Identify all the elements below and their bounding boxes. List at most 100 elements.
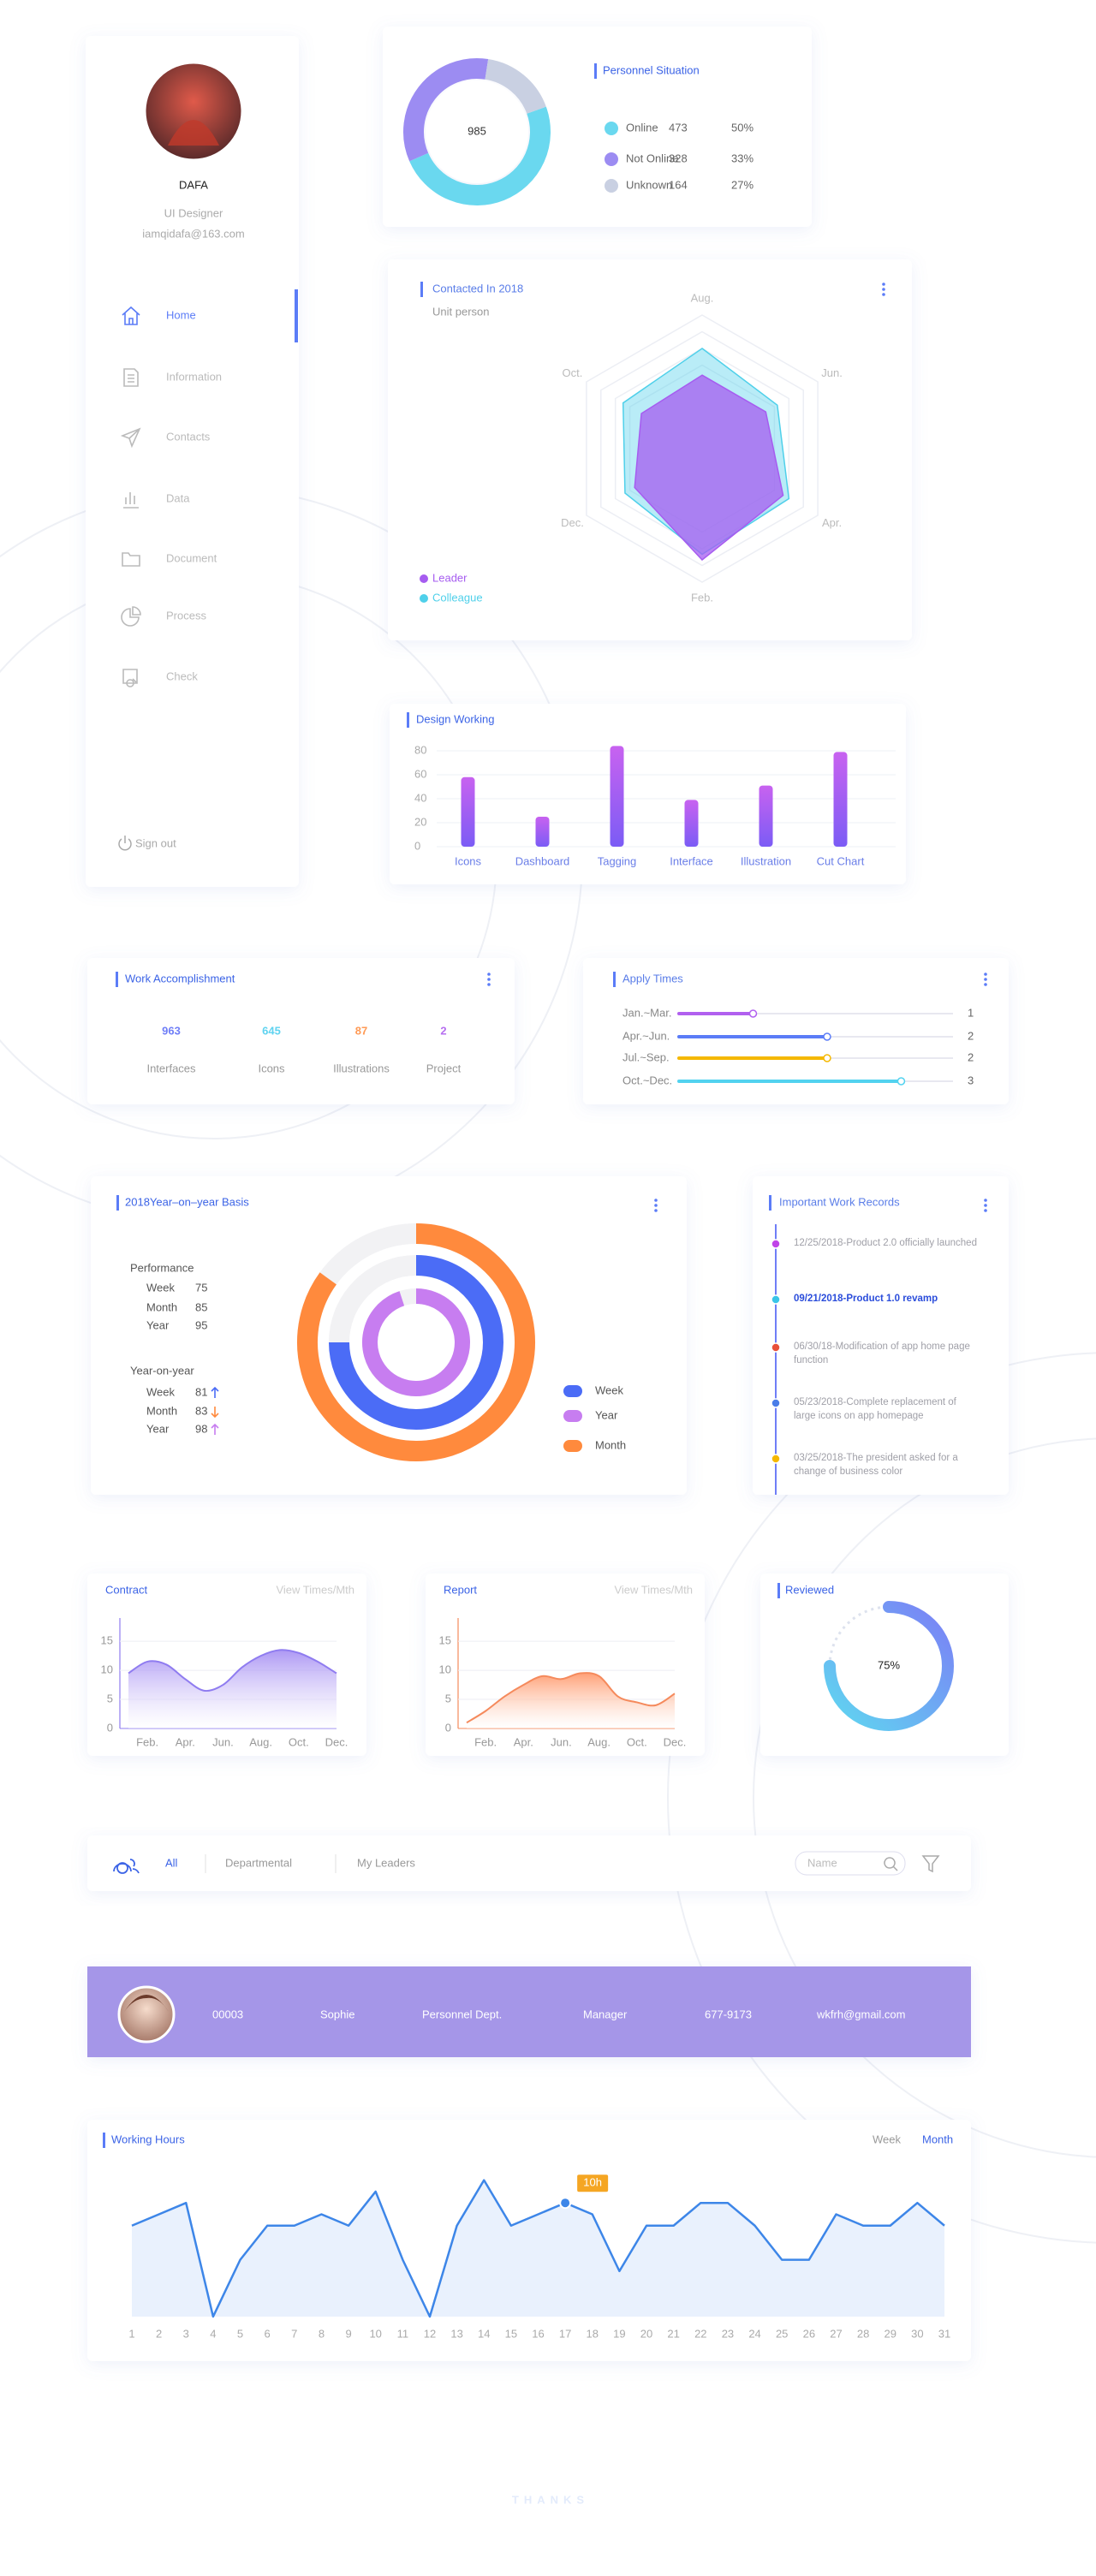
timeline-dot: [771, 1294, 781, 1305]
radar-ring: [600, 330, 804, 567]
person-row[interactable]: [87, 1966, 971, 2057]
more-menu[interactable]: [984, 1199, 987, 1212]
filter-tab[interactable]: Departmental: [225, 1856, 292, 1869]
record-text: 05/23/2018-Complete replacement of large…: [794, 1397, 956, 1421]
x-tick-label: 19: [613, 2327, 625, 2340]
x-tick-label: 31: [938, 2327, 950, 2340]
card-title: Work Accomplishment: [125, 972, 235, 985]
title-bar: [420, 282, 423, 297]
tooltip: [577, 2174, 609, 2192]
record-text: 06/30/18-Modification of app home page f…: [794, 1342, 970, 1365]
x-tick-label: Interface: [670, 854, 713, 867]
radar-axis-label: Aug.: [691, 291, 714, 304]
y-tick-label: 10: [439, 1663, 451, 1676]
more-dot: [882, 283, 885, 286]
menu-icon: [123, 492, 139, 509]
donut-segment: [485, 59, 546, 115]
more-dot: [487, 978, 491, 981]
record-text: 09/21/2018-Product 1.0 revamp: [794, 1294, 938, 1304]
legend-swatch: [563, 1385, 582, 1397]
period-toggle[interactable]: Week: [873, 2133, 901, 2145]
search-box[interactable]: [795, 1851, 906, 1876]
menu-icon: [123, 368, 139, 387]
legend-label: Online: [626, 121, 658, 134]
more-menu[interactable]: [984, 973, 987, 986]
timeline-dot: [771, 1398, 781, 1408]
x-tick-label: 27: [830, 2327, 842, 2340]
footer-text: THANKS: [512, 2493, 589, 2506]
x-tick-label: 7: [291, 2327, 297, 2340]
stat-value: 87: [355, 1024, 367, 1037]
filter-tab[interactable]: All: [165, 1856, 178, 1869]
more-menu[interactable]: [882, 283, 885, 296]
y-tick-label: 80: [414, 743, 426, 756]
x-tick-label: Feb.: [474, 1735, 497, 1748]
card: [760, 1574, 1009, 1756]
x-tick-label: 28: [857, 2327, 869, 2340]
area: [128, 1650, 337, 1728]
sign-out[interactable]: Sign out: [135, 836, 176, 849]
title-bar: [116, 1195, 119, 1211]
person-cell: 677-9173: [705, 2008, 752, 2020]
more-dot: [984, 1204, 987, 1207]
menu-item[interactable]: Contacts: [166, 430, 211, 443]
x-tick-label: Dec.: [664, 1735, 687, 1748]
user-role: UI Designer: [164, 206, 223, 219]
menu-item[interactable]: Document: [166, 551, 217, 564]
legend-label: Leader: [432, 571, 468, 584]
progress-end: [896, 1077, 906, 1086]
timeline-dot: [771, 1454, 781, 1464]
person-cell: Personnel Dept.: [422, 2008, 502, 2020]
more-menu[interactable]: [487, 973, 491, 986]
row-label: Month: [146, 1300, 177, 1313]
row-value: 83: [195, 1404, 207, 1417]
filter-icon[interactable]: [921, 1855, 940, 1873]
y-tick-label: 5: [445, 1692, 451, 1704]
legend-dot: [420, 574, 428, 583]
x-tick-label: 10: [369, 2327, 381, 2340]
x-tick-label: 13: [450, 2327, 462, 2340]
x-tick-label: Aug.: [587, 1735, 611, 1748]
legend-dot: [420, 594, 428, 603]
period-toggle[interactable]: Month: [922, 2133, 953, 2145]
more-menu[interactable]: [654, 1199, 658, 1212]
menu-item[interactable]: Information: [166, 370, 222, 383]
row-label: Month: [146, 1404, 177, 1417]
x-tick-label: 4: [210, 2327, 216, 2340]
legend-count: 473: [669, 121, 688, 134]
more-dot: [487, 983, 491, 986]
x-tick-label: 9: [345, 2327, 351, 2340]
y-tick-label: 40: [414, 791, 426, 804]
menu-icon: [122, 552, 140, 567]
radar-axis-label: Jun.: [821, 366, 843, 379]
radar-axis-label: Feb.: [691, 591, 713, 604]
person-cell: 00003: [212, 2008, 243, 2020]
legend-label: Colleague: [432, 591, 483, 604]
card: [91, 1176, 687, 1495]
card: [753, 1176, 1009, 1495]
highlight-point: [559, 2197, 572, 2210]
more-dot: [487, 973, 491, 976]
x-tick-label: 30: [911, 2327, 923, 2340]
menu-icon: [120, 427, 141, 449]
person-cell: Sophie: [320, 2008, 354, 2020]
menu-item[interactable]: Home: [166, 308, 196, 321]
row-label: Jul.~Sep.: [622, 1050, 670, 1063]
card-note: View Times/Mth: [276, 1583, 354, 1596]
stat-value: 2: [440, 1024, 446, 1037]
card-title: 2018Year–on–year Basis: [125, 1195, 249, 1208]
x-tick-label: 11: [397, 2327, 409, 2340]
filter-tab[interactable]: My Leaders: [357, 1856, 415, 1869]
x-tick-label: Feb.: [136, 1735, 158, 1748]
users-icon: [113, 1859, 140, 1874]
donut-segment: [409, 106, 551, 205]
menu-item[interactable]: Process: [166, 609, 206, 622]
legend-swatch: [563, 1440, 582, 1452]
menu-item[interactable]: Data: [166, 491, 190, 504]
legend-label: Month: [595, 1438, 626, 1451]
menu-item[interactable]: Check: [166, 669, 198, 682]
person-cell: Manager: [583, 2008, 628, 2020]
donut-segment: [403, 58, 489, 162]
radar-axis-label: Dec.: [561, 516, 584, 529]
